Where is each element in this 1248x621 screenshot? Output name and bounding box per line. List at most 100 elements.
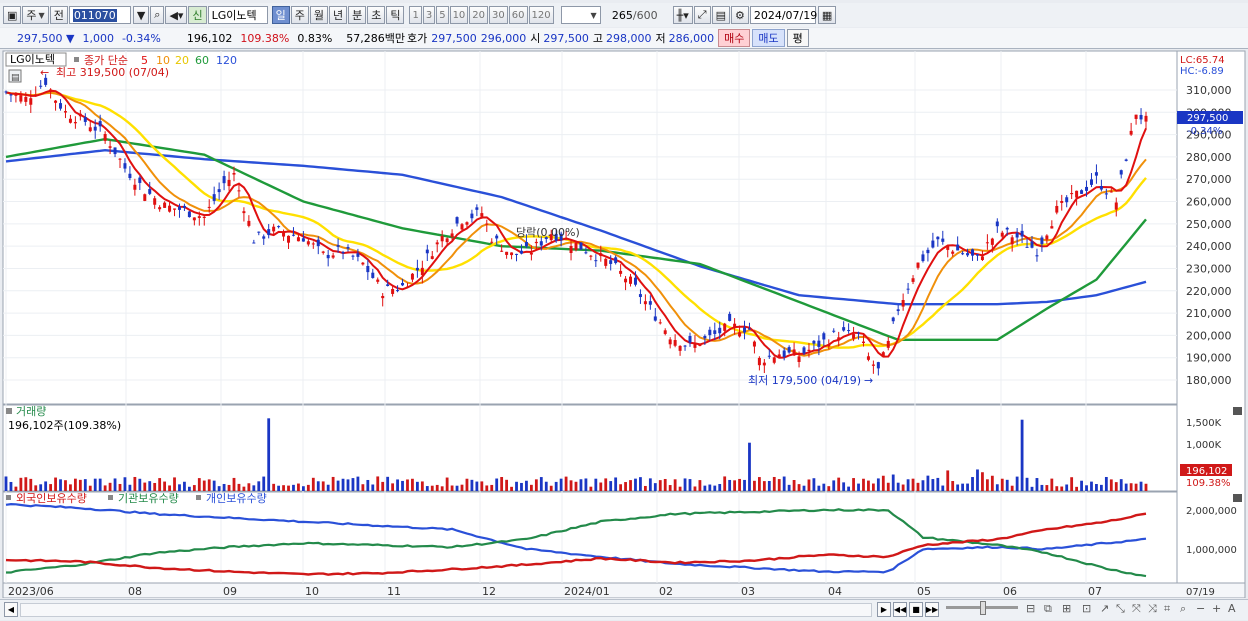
candle-body (435, 242, 439, 245)
compare-icon[interactable]: ⊡ (1082, 602, 1092, 615)
grid-toggle-icon[interactable]: ⌗ (1164, 602, 1171, 615)
save-icon[interactable]: ▤ (711, 6, 730, 24)
unit-select[interactable]: ▼ (560, 6, 601, 24)
candle-body (1139, 114, 1143, 120)
indicator-config-icon[interactable] (8, 69, 22, 83)
multi-chart-icon[interactable]: ⊟ (1026, 602, 1036, 615)
candle-body (49, 89, 53, 92)
minute-button-1[interactable]: 1 (409, 6, 422, 24)
calendar-icon[interactable]: ▦ (817, 6, 837, 24)
institution-holdings-label: 기관보유수량 (118, 492, 179, 505)
fibo-icon[interactable]: ⤧ (1132, 602, 1141, 615)
holdings-lines (5, 502, 1147, 578)
type-main-select[interactable]: 주 ▼ (22, 6, 49, 24)
current-pct-tag-text: -0.34% (1187, 126, 1222, 137)
volume-bar (842, 482, 846, 491)
volume-bar (168, 485, 171, 491)
diagonal-icon[interactable]: ⤡ (1116, 602, 1125, 615)
minute-button-3[interactable]: 3 (422, 6, 436, 24)
count-field[interactable]: 265/600 (611, 8, 658, 22)
period-tab-4[interactable]: 분 (348, 6, 367, 24)
volume-bar (1134, 483, 1138, 491)
period-tab-0[interactable]: 일 (271, 6, 290, 24)
candle-body (936, 236, 940, 240)
volume-bar (64, 480, 67, 491)
scrollbar-track[interactable] (20, 603, 872, 617)
minute-button-5[interactable]: 5 (436, 6, 449, 24)
minute-button-120[interactable]: 120 (528, 6, 554, 24)
code-dropdown-icon[interactable]: ▼ (132, 6, 150, 24)
stock-name-field[interactable]: LG이노텍 (207, 6, 268, 24)
fan-icon[interactable]: ⤨ (1148, 602, 1157, 615)
candle-body (475, 207, 479, 210)
volume-tag (1180, 464, 1232, 476)
jump-start-icon[interactable]: ◀◀ (893, 602, 907, 617)
candle-body (886, 340, 890, 348)
zoom-in-icon[interactable]: + (1212, 602, 1222, 615)
search-icon[interactable]: ⌕ (150, 6, 165, 24)
period-tab-6[interactable]: 틱 (386, 6, 405, 24)
candle-type-icon[interactable]: ╫▾ (672, 6, 693, 24)
date-field[interactable]: 2024/07/19 (749, 6, 817, 24)
zoom-out-icon[interactable]: − (1196, 602, 1206, 615)
candle-body (450, 233, 454, 237)
volume-bar (683, 478, 687, 491)
period-tab-5[interactable]: 초 (367, 6, 386, 24)
evaluation-button[interactable]: 평 (786, 29, 809, 47)
period-tab-3[interactable]: 년 (328, 6, 348, 24)
candle-body (1065, 197, 1069, 203)
volume-bar (862, 478, 865, 491)
volume-bar (624, 482, 627, 491)
split-chart-icon[interactable]: ⧉ (1044, 602, 1052, 615)
volume-bar (306, 484, 310, 491)
candle-body (961, 253, 965, 255)
window-layout-icon[interactable]: ▣ (3, 6, 22, 24)
volume-bar (24, 477, 28, 491)
holdings-panel-close-icon[interactable] (1233, 494, 1242, 502)
candle-body (524, 241, 528, 247)
chart-area[interactable]: 310,000300,000290,000280,000270,000260,0… (0, 50, 1248, 598)
layout-icon[interactable]: ⊞ (1062, 602, 1072, 615)
period-tab-1[interactable]: 주 (290, 6, 309, 24)
stock-code-input[interactable]: 011070 (68, 6, 131, 24)
volume-bar (802, 485, 806, 491)
candle-body (425, 249, 429, 254)
candle-body (465, 222, 469, 225)
volume-bar (272, 483, 276, 491)
scroll-left-icon[interactable]: ◀ (4, 602, 18, 617)
volume-bar (941, 485, 945, 491)
current-price: 297,500 ▼ (17, 31, 75, 45)
zoom-search-icon[interactable]: ⌕ (1180, 602, 1187, 615)
stop-icon[interactable]: ■ (909, 602, 923, 617)
zoom-slider-thumb[interactable] (980, 601, 986, 615)
candle-body (807, 349, 811, 352)
volume-bar (148, 481, 152, 491)
period-tab-2[interactable]: 월 (309, 6, 328, 24)
volume-marker (6, 408, 12, 414)
candle-body (1134, 114, 1138, 119)
volume-panel-close-icon[interactable] (1233, 407, 1242, 415)
minute-button-30[interactable]: 30 (489, 6, 508, 24)
minute-button-10[interactable]: 10 (449, 6, 469, 24)
candle-body (1129, 130, 1133, 135)
volume-bar (1035, 478, 1039, 491)
settings-gear-icon[interactable]: ⚙ (730, 6, 749, 24)
candle-body (1060, 201, 1064, 203)
type-prev-button[interactable]: 전 (49, 6, 68, 24)
volume-bar (197, 478, 201, 491)
volume-bar (435, 484, 439, 491)
volume-bar (153, 482, 157, 491)
sell-button[interactable]: 매도 (752, 29, 785, 47)
candle-body (574, 242, 578, 250)
buy-button[interactable]: 매수 (718, 29, 751, 47)
candle-body (1124, 159, 1128, 161)
speaker-icon[interactable]: ◀▾ (165, 6, 188, 24)
drawing-tools-icon[interactable]: ⤢ (693, 6, 711, 24)
minute-button-60[interactable]: 60 (508, 6, 528, 24)
minute-button-20[interactable]: 20 (469, 6, 489, 24)
scroll-right-icon[interactable]: ▶ (877, 602, 891, 617)
font-size-icon[interactable]: A (1228, 602, 1236, 615)
trendline-icon[interactable]: ↗ (1100, 602, 1110, 615)
jump-end-icon[interactable]: ▶▶ (925, 602, 939, 617)
x-axis-label: 05 (917, 585, 931, 598)
